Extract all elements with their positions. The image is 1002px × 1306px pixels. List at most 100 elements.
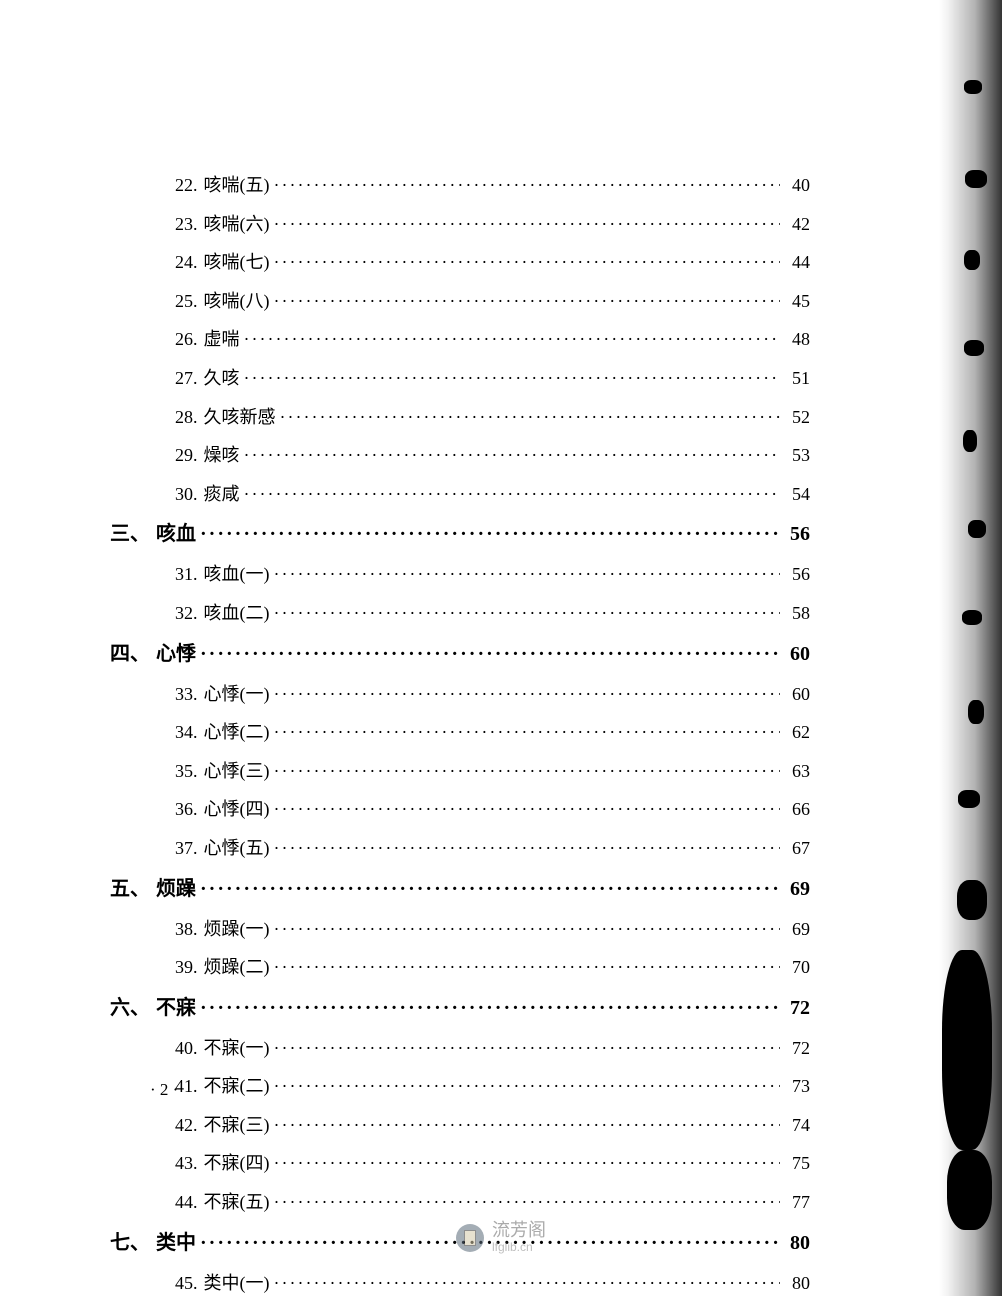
toc-label: 类中(一) <box>204 1268 270 1299</box>
toc-num: 44. <box>175 1187 198 1218</box>
scan-artifact-noise <box>932 50 992 1250</box>
toc-label: 不寐(一) <box>204 1033 270 1064</box>
toc-num: 43. <box>175 1148 198 1179</box>
toc-leader-dots <box>274 1148 781 1179</box>
toc-label: 心悸(三) <box>204 756 270 787</box>
toc-leader-dots <box>274 717 781 748</box>
toc-entry: 26. 虚喘 48 <box>175 324 810 355</box>
toc-page: 69 <box>784 872 810 906</box>
toc-label: 咳血(一) <box>204 559 270 590</box>
toc-label: 烦躁(二) <box>204 952 270 983</box>
toc-label: 久咳 <box>204 363 240 394</box>
toc-page: 60 <box>784 637 810 671</box>
page-number: · 2 · <box>150 1080 178 1100</box>
toc-page: 52 <box>784 402 810 433</box>
toc-entry: 29. 燥咳 53 <box>175 440 810 471</box>
toc-leader-dots <box>244 440 781 471</box>
toc-entry: 38.烦躁(一)69 <box>175 914 810 945</box>
toc-leader-dots <box>274 209 781 240</box>
toc-section: 四、心悸60 <box>110 637 810 671</box>
toc-page: 54 <box>784 479 810 510</box>
toc-section: 六、不寐72 <box>110 991 810 1025</box>
watermark-en-text: lfglib.cn <box>492 1241 546 1254</box>
toc-leader-dots <box>274 952 781 983</box>
toc-page: 53 <box>784 440 810 471</box>
toc-entry: 44.不寐(五)77 <box>175 1187 810 1218</box>
toc-entry: 30.痰咸54 <box>175 479 810 510</box>
toc-num: 七、 <box>110 1226 150 1260</box>
toc-page: 51 <box>784 363 810 394</box>
toc-leader-dots <box>274 1110 781 1141</box>
toc-num: 35. <box>175 756 198 787</box>
toc-label: 久咳新感 <box>204 402 276 433</box>
toc-label: 咳喘(八) <box>204 286 270 317</box>
toc-num: 23. <box>175 209 198 240</box>
toc-label: 心悸(四) <box>204 794 270 825</box>
toc-num: 24. <box>175 247 198 278</box>
toc-page: 48 <box>784 324 810 355</box>
toc-label: 燥咳 <box>204 440 240 471</box>
toc-page: 45 <box>784 286 810 317</box>
toc-label: 心悸(一) <box>204 679 270 710</box>
toc-num: 41. <box>175 1071 198 1102</box>
toc-label: 不寐(三) <box>204 1110 270 1141</box>
toc-num: 37. <box>175 833 198 864</box>
toc-entry: 32.咳血(二)58 <box>175 598 810 629</box>
watermark: 流芳阁 lfglib.cn <box>456 1221 546 1254</box>
toc-container: 22.咳喘(五)4023.咳喘(六)4224.咳喘(七)4425.咳喘(八)45… <box>110 170 810 1306</box>
toc-entry: 25. 咳喘(八) 45 <box>175 286 810 317</box>
toc-leader-dots <box>274 1071 781 1102</box>
toc-num: 31. <box>175 559 198 590</box>
toc-num: 33. <box>175 679 198 710</box>
toc-label: 虚喘 <box>204 324 240 355</box>
toc-leader-dots <box>274 286 781 317</box>
toc-page: 56 <box>784 559 810 590</box>
toc-num: 26. <box>175 324 198 355</box>
toc-leader-dots <box>200 517 780 551</box>
toc-num: 36. <box>175 794 198 825</box>
toc-label: 心悸 <box>156 637 196 671</box>
toc-entry: 45.类中(一)80 <box>175 1268 810 1299</box>
toc-page: 58 <box>784 598 810 629</box>
toc-leader-dots <box>280 402 781 433</box>
toc-page: 60 <box>784 679 810 710</box>
toc-num: 27. <box>175 363 198 394</box>
toc-num: 25. <box>175 286 198 317</box>
toc-label: 咳血 <box>156 517 196 551</box>
toc-num: 38. <box>175 914 198 945</box>
toc-entry: 43.不寐(四)75 <box>175 1148 810 1179</box>
toc-entry: 39. 烦躁(二) 70 <box>175 952 810 983</box>
toc-leader-dots <box>274 679 781 710</box>
toc-leader-dots <box>274 914 781 945</box>
toc-leader-dots <box>274 1033 781 1064</box>
toc-leader-dots <box>274 1187 781 1218</box>
toc-page: 44 <box>784 247 810 278</box>
toc-page: 70 <box>784 952 810 983</box>
toc-page: 77 <box>784 1187 810 1218</box>
book-icon <box>456 1224 484 1252</box>
toc-page: 80 <box>784 1226 810 1260</box>
toc-label: 烦躁(一) <box>204 914 270 945</box>
toc-num: 42. <box>175 1110 198 1141</box>
toc-page: 67 <box>784 833 810 864</box>
toc-num: 45. <box>175 1268 198 1299</box>
toc-entry: 28.久咳新感52 <box>175 402 810 433</box>
toc-leader-dots <box>274 756 781 787</box>
toc-num: 29. <box>175 440 198 471</box>
toc-num: 32. <box>175 598 198 629</box>
toc-page: 75 <box>784 1148 810 1179</box>
toc-leader-dots <box>274 559 781 590</box>
toc-num: 39. <box>175 952 198 983</box>
toc-num: 五、 <box>110 872 150 906</box>
toc-entry: 41.不寐(二)73 <box>175 1071 810 1102</box>
toc-entry: 33. 心悸(一) 60 <box>175 679 810 710</box>
toc-entry: 40.不寐(一)72 <box>175 1033 810 1064</box>
toc-label: 痰咸 <box>204 479 240 510</box>
toc-label: 烦躁 <box>156 872 196 906</box>
toc-entry: 24.咳喘(七)44 <box>175 247 810 278</box>
toc-leader-dots <box>244 324 781 355</box>
toc-page: 56 <box>784 517 810 551</box>
toc-num: 三、 <box>110 517 150 551</box>
watermark-cn-text: 流芳阁 <box>492 1221 546 1241</box>
toc-num: 22. <box>175 170 198 201</box>
